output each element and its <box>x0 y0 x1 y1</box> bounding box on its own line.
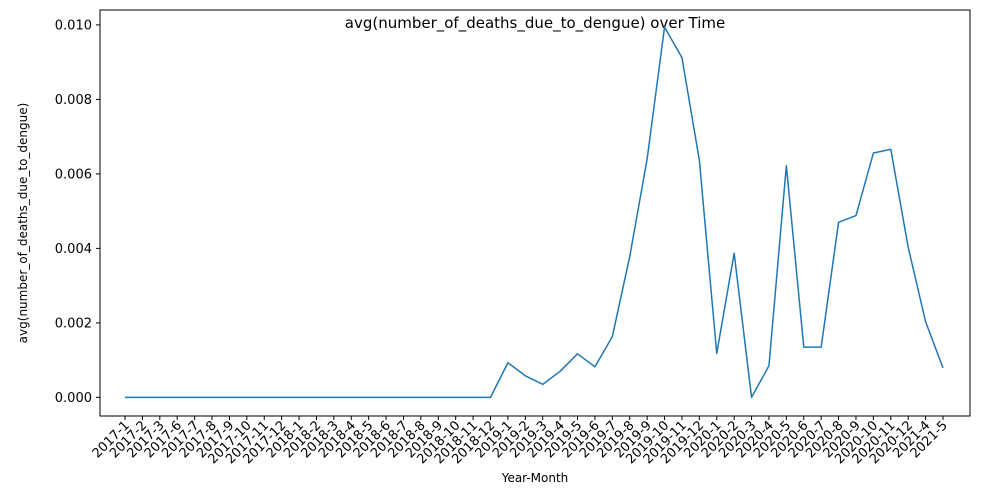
data-point <box>594 366 596 368</box>
data-point <box>524 375 526 377</box>
data-point <box>281 396 283 398</box>
data-point <box>890 148 892 150</box>
data-point <box>507 362 509 364</box>
data-point <box>698 159 700 161</box>
data-point <box>925 321 927 323</box>
data-point <box>872 152 874 154</box>
data-point <box>716 352 718 354</box>
data-point <box>664 26 666 28</box>
data-point <box>315 396 317 398</box>
data-point <box>855 215 857 217</box>
data-point <box>263 396 265 398</box>
data-point <box>611 336 613 338</box>
data-point <box>402 396 404 398</box>
y-tick-label: 0.004 <box>55 242 92 257</box>
y-tick-label: 0.000 <box>55 391 92 406</box>
data-point <box>646 158 648 160</box>
data-point <box>559 370 561 372</box>
data-point <box>820 346 822 348</box>
series-line <box>125 26 944 399</box>
y-axis: 0.000 0.002 0.004 0.006 0.008 0.010 <box>55 18 100 406</box>
data-point <box>194 396 196 398</box>
data-point <box>368 396 370 398</box>
data-point <box>437 396 439 398</box>
chart-title: avg(number_of_deaths_due_to_dengue) over… <box>345 14 725 33</box>
data-point <box>211 396 213 398</box>
y-axis-label: avg(number_of_deaths_due_to_dengue) <box>16 103 30 344</box>
data-point <box>907 246 909 248</box>
data-point <box>159 396 161 398</box>
data-point <box>141 396 143 398</box>
y-tick-label: 0.008 <box>55 93 92 108</box>
plot-area <box>124 26 944 399</box>
data-point <box>681 57 683 59</box>
data-point <box>629 256 631 258</box>
data-point <box>124 396 126 398</box>
data-point <box>838 221 840 223</box>
data-point <box>733 252 735 254</box>
data-point <box>942 367 944 369</box>
data-point <box>298 396 300 398</box>
data-point <box>455 396 457 398</box>
data-point <box>420 396 422 398</box>
data-point <box>768 365 770 367</box>
plot-frame <box>99 9 971 417</box>
data-point <box>472 396 474 398</box>
data-point <box>228 396 230 398</box>
data-point <box>176 396 178 398</box>
data-point <box>246 396 248 398</box>
data-point <box>751 396 753 398</box>
y-tick-label: 0.006 <box>55 167 92 182</box>
data-point <box>385 396 387 398</box>
x-axis-label: Year-Month <box>501 471 569 485</box>
data-point <box>577 353 579 355</box>
data-point <box>333 396 335 398</box>
y-tick-label: 0.002 <box>55 316 92 331</box>
data-point <box>542 383 544 385</box>
data-point <box>785 165 787 167</box>
data-point <box>803 346 805 348</box>
data-point <box>489 396 491 398</box>
data-point <box>350 396 352 398</box>
y-tick-label: 0.010 <box>55 18 92 33</box>
